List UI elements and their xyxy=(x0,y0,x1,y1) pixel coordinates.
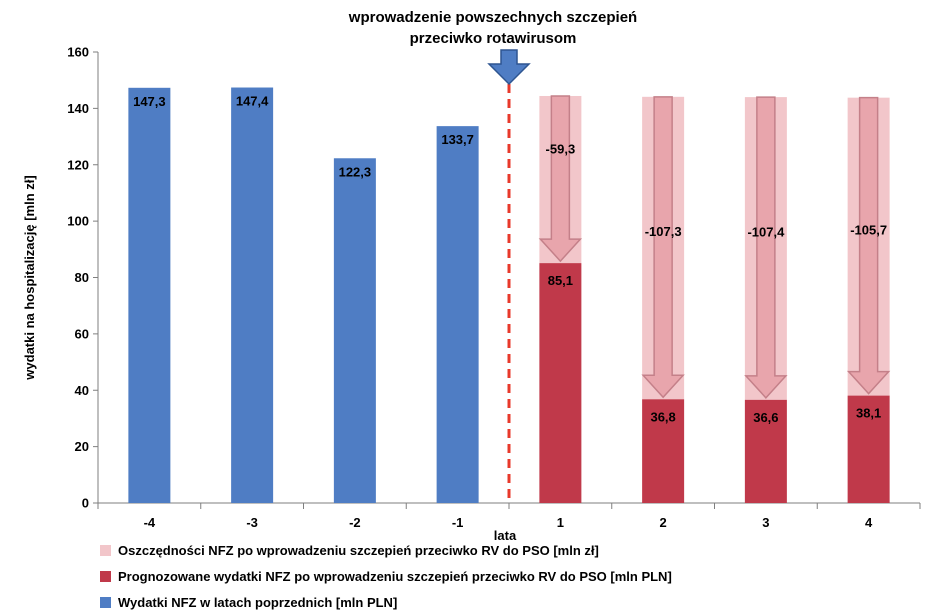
x-tick-label: -1 xyxy=(452,515,464,530)
x-tick-label: 4 xyxy=(865,515,873,530)
y-tick-label: 120 xyxy=(67,157,89,172)
bar xyxy=(128,87,171,503)
savings-bars xyxy=(538,95,891,400)
y-tick-label: 40 xyxy=(75,383,89,398)
bar-value-label: 38,1 xyxy=(856,406,881,421)
savings-arrow xyxy=(744,96,788,399)
y-tick-label: 60 xyxy=(75,326,89,341)
savings-value-label: -105,7 xyxy=(850,223,887,238)
chart-title-line: wprowadzenie powszechnych szczepień xyxy=(348,9,637,26)
bar xyxy=(642,399,685,503)
legend-label: Prognozowane wydatki NFZ po wprowadzeniu… xyxy=(118,569,672,584)
chart-title-line: przeciwko rotawirusom xyxy=(410,30,577,47)
y-tick-label: 80 xyxy=(75,270,89,285)
annotation xyxy=(487,49,531,503)
savings-value-label: -59,3 xyxy=(546,142,576,157)
y-tick-label: 160 xyxy=(67,45,89,60)
x-tick-label: -3 xyxy=(246,515,258,530)
x-tick-label: 3 xyxy=(762,515,769,530)
savings-arrow xyxy=(846,96,891,395)
legend-swatch xyxy=(100,571,111,582)
savings-arrow xyxy=(538,95,583,263)
bar-value-label: 122,3 xyxy=(339,164,372,179)
data-labels: 147,3 147,4 122,3 133,7 85,1 36,8 36,6 38,1 -59,… xyxy=(133,94,887,425)
bar xyxy=(333,158,376,503)
x-tick-label: 2 xyxy=(660,515,667,530)
bar-value-label: 147,4 xyxy=(236,94,269,109)
bar xyxy=(436,126,479,504)
x-tick-label: -4 xyxy=(144,515,156,530)
y-axis: 0 20 40 60 80 100 120 140 160 wydatki na hospital… xyxy=(22,45,99,511)
bar-value-label: 36,6 xyxy=(753,410,778,425)
bar-value-label: 36,8 xyxy=(650,409,675,424)
bar-value-label: 147,3 xyxy=(133,94,166,109)
bar-value-label: 133,7 xyxy=(441,132,474,147)
y-tick-label: 20 xyxy=(75,439,89,454)
bar xyxy=(744,399,787,503)
bar xyxy=(847,395,890,503)
chart-title: wprowadzenie powszechnych szczepień przec… xyxy=(348,9,637,47)
bar-value-label: 85,1 xyxy=(548,273,573,288)
legend-swatch xyxy=(100,597,111,608)
savings-value-label: -107,3 xyxy=(645,224,682,239)
legend-label: Oszczędności NFZ po wprowadzeniu szczepi… xyxy=(118,543,599,558)
y-tick-label: 140 xyxy=(67,101,89,116)
x-axis-label: lata xyxy=(494,528,517,543)
bars xyxy=(128,87,890,504)
x-tick-label: 1 xyxy=(557,515,564,530)
x-tick-label: -2 xyxy=(349,515,361,530)
legend-swatch xyxy=(100,545,111,556)
legend-label: Wydatki NFZ w latach poprzednich [mln PL… xyxy=(118,595,397,610)
y-tick-label: 100 xyxy=(67,214,89,229)
annotation-arrow xyxy=(487,49,531,86)
savings-arrow xyxy=(641,96,685,399)
x-axis: -4 -3 -2 -1 1 2 3 4 lata xyxy=(97,502,921,543)
savings-value-label: -107,4 xyxy=(747,224,785,239)
bar xyxy=(539,263,582,503)
y-axis-label: wydatki na hospitalizację [mln zł] xyxy=(22,175,37,380)
y-tick-label: 0 xyxy=(82,496,89,511)
legend: Oszczędności NFZ po wprowadzeniu szczepi… xyxy=(100,543,672,610)
bar xyxy=(231,87,274,504)
